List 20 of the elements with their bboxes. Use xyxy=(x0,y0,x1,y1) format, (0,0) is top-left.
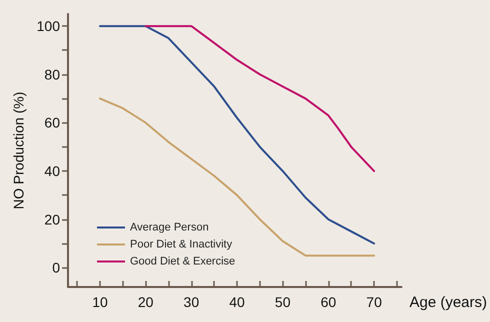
x-axis-title: Age (years) xyxy=(409,294,488,311)
x-tick-label: 10 xyxy=(92,294,108,310)
x-tick-label: 40 xyxy=(229,294,246,310)
line-series xyxy=(144,25,376,172)
x-tick-label: 50 xyxy=(274,294,291,310)
line-series xyxy=(98,98,376,257)
y-tick-label: 100 xyxy=(36,18,60,34)
x-tick-label: 70 xyxy=(366,294,382,310)
x-tick-label: 30 xyxy=(184,294,200,310)
y-tick-label: 20 xyxy=(44,211,60,228)
y-tick-label: 80 xyxy=(44,66,60,82)
legend-label: Average Person xyxy=(130,222,209,234)
y-tick-label: 60 xyxy=(44,114,60,131)
y-tick-label: 40 xyxy=(44,163,60,180)
y-axis-title: NO Production (%) xyxy=(10,92,27,210)
x-tick-label: 60 xyxy=(320,294,336,310)
y-tick-label: 0 xyxy=(52,260,60,276)
legend-label: Poor Diet & Inactivity xyxy=(130,238,233,250)
x-tick-label: 20 xyxy=(138,294,154,310)
legend-label: Good Diet & Exercise xyxy=(130,256,236,268)
